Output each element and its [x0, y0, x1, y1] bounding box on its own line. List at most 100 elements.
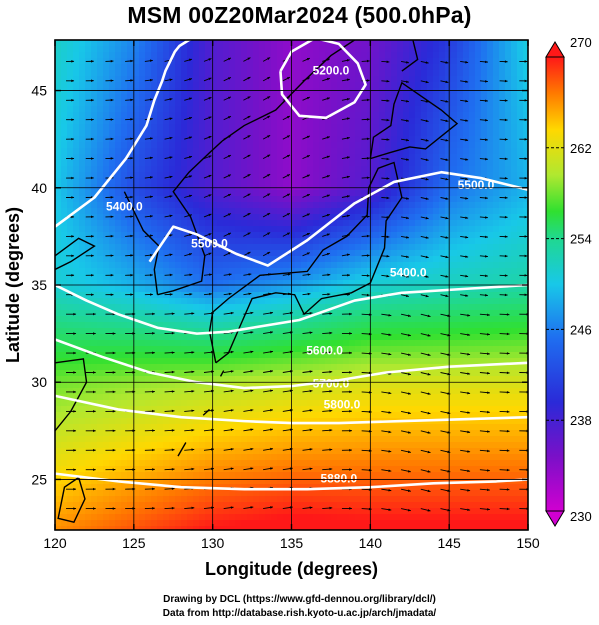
field-cell — [127, 388, 134, 395]
field-cell — [505, 184, 512, 191]
field-cell — [67, 298, 74, 305]
field-cell — [427, 298, 434, 305]
field-cell — [211, 106, 218, 113]
field-cell — [475, 412, 482, 419]
field-cell — [301, 352, 308, 359]
field-cell — [331, 232, 338, 239]
field-cell — [121, 148, 128, 155]
field-cell — [289, 388, 296, 395]
field-cell — [67, 394, 74, 401]
field-cell — [55, 292, 62, 299]
field-cell — [103, 196, 110, 203]
field-cell — [505, 394, 512, 401]
field-cell — [211, 376, 218, 383]
field-cell — [277, 352, 284, 359]
field-cell — [97, 196, 104, 203]
field-cell — [499, 220, 506, 227]
field-cell — [283, 136, 290, 143]
field-cell — [457, 148, 464, 155]
field-cell — [487, 46, 494, 53]
field-cell — [325, 364, 332, 371]
field-cell — [133, 406, 140, 413]
field-cell — [139, 88, 146, 95]
field-cell — [103, 52, 110, 59]
field-cell — [487, 106, 494, 113]
field-cell — [445, 46, 452, 53]
field-cell — [409, 388, 416, 395]
field-cell — [223, 238, 230, 245]
field-cell — [433, 304, 440, 311]
field-cell — [265, 88, 272, 95]
field-cell — [283, 376, 290, 383]
field-cell — [493, 142, 500, 149]
field-cell — [319, 172, 326, 179]
field-cell — [337, 280, 344, 287]
field-cell — [343, 178, 350, 185]
field-cell — [67, 166, 74, 173]
field-cell — [439, 346, 446, 353]
field-cell — [481, 184, 488, 191]
field-cell — [457, 70, 464, 77]
field-cell — [127, 244, 134, 251]
field-cell — [481, 124, 488, 131]
field-cell — [373, 136, 380, 143]
field-cell — [433, 160, 440, 167]
field-cell — [127, 52, 134, 59]
field-cell — [139, 352, 146, 359]
field-cell — [523, 160, 528, 167]
field-cell — [109, 88, 116, 95]
field-cell — [97, 178, 104, 185]
field-cell — [277, 358, 284, 365]
field-cell — [115, 178, 122, 185]
field-cell — [415, 370, 422, 377]
field-cell — [301, 298, 308, 305]
field-cell — [493, 64, 500, 71]
field-cell — [421, 286, 428, 293]
field-cell — [235, 244, 242, 251]
field-cell — [385, 280, 392, 287]
field-cell — [97, 376, 104, 383]
field-cell — [223, 310, 230, 317]
field-cell — [331, 250, 338, 257]
field-cell — [265, 232, 272, 239]
field-cell — [283, 160, 290, 167]
field-cell — [223, 268, 230, 275]
field-cell — [313, 328, 320, 335]
field-cell — [433, 328, 440, 335]
field-cell — [319, 244, 326, 251]
field-cell — [397, 76, 404, 83]
field-cell — [373, 388, 380, 395]
field-cell — [349, 154, 356, 161]
field-cell — [235, 238, 242, 245]
field-cell — [421, 208, 428, 215]
field-cell — [145, 106, 152, 113]
field-cell — [175, 208, 182, 215]
field-cell — [79, 70, 86, 77]
field-cell — [205, 94, 212, 101]
field-cell — [115, 70, 122, 77]
field-cell — [169, 94, 176, 101]
field-cell — [481, 322, 488, 329]
field-cell — [121, 394, 128, 401]
field-cell — [301, 304, 308, 311]
field-cell — [523, 328, 528, 335]
field-cell — [145, 244, 152, 251]
field-cell — [229, 154, 236, 161]
field-cell — [277, 64, 284, 71]
field-cell — [73, 52, 80, 59]
field-cell — [91, 88, 98, 95]
field-cell — [349, 118, 356, 125]
field-cell — [205, 64, 212, 71]
field-cell — [259, 226, 266, 233]
field-cell — [91, 244, 98, 251]
field-cell — [421, 382, 428, 389]
field-cell — [493, 94, 500, 101]
field-cell — [121, 370, 128, 377]
field-cell — [331, 298, 338, 305]
field-cell — [451, 46, 458, 53]
field-cell — [379, 100, 386, 107]
field-cell — [187, 208, 194, 215]
field-cell — [385, 112, 392, 119]
field-cell — [169, 130, 176, 137]
field-cell — [265, 340, 272, 347]
